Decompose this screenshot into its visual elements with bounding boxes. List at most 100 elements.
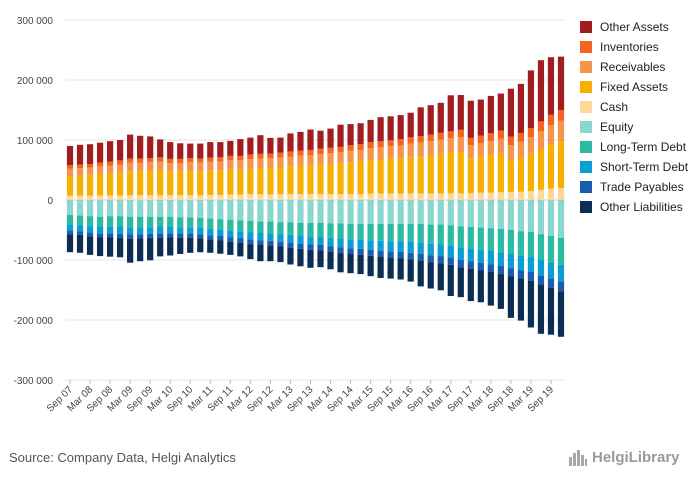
bar-segment bbox=[66, 165, 74, 169]
bar-segment bbox=[267, 240, 274, 246]
bar-segment bbox=[327, 237, 334, 247]
bar-segment bbox=[347, 239, 354, 249]
bar-segment bbox=[337, 253, 344, 273]
bar-segment bbox=[497, 130, 504, 139]
bar-segment bbox=[127, 158, 134, 163]
bar-segment bbox=[267, 245, 274, 262]
bar-segment bbox=[117, 195, 124, 200]
legend-swatch bbox=[580, 61, 592, 73]
bar-segment bbox=[76, 164, 84, 169]
bar-segment bbox=[487, 228, 494, 251]
bar-segment bbox=[106, 161, 114, 166]
bar-segment bbox=[197, 218, 204, 228]
bar-segment bbox=[497, 228, 504, 253]
bar-segment bbox=[187, 195, 194, 200]
bar-segment bbox=[117, 140, 124, 161]
bar-segment bbox=[427, 243, 434, 256]
bar-segment bbox=[417, 242, 424, 254]
bar-segment bbox=[387, 224, 394, 242]
bar-segment bbox=[477, 200, 484, 228]
bar-segment bbox=[397, 193, 404, 200]
bar-segment bbox=[96, 227, 104, 234]
bar-segment bbox=[117, 238, 124, 258]
bar-segment bbox=[207, 194, 214, 200]
bar-segment bbox=[347, 248, 354, 254]
bar-segment bbox=[106, 200, 114, 217]
y-tick-label: -300 000 bbox=[14, 376, 54, 387]
bar-segment bbox=[417, 253, 424, 261]
bar-segment bbox=[377, 224, 384, 241]
bar-segment bbox=[106, 141, 114, 162]
y-tick-label: -200 000 bbox=[14, 316, 54, 327]
bar-segment bbox=[106, 233, 114, 238]
bar-segment bbox=[147, 233, 154, 239]
bar-segment bbox=[357, 248, 364, 255]
bar-segment bbox=[417, 142, 424, 157]
bar-segment bbox=[287, 200, 294, 223]
y-tick-label: 300 000 bbox=[17, 16, 54, 27]
bar-segment bbox=[457, 226, 464, 248]
bar-segment bbox=[247, 221, 254, 233]
bar-segment bbox=[487, 155, 494, 193]
bar-segment bbox=[66, 146, 74, 166]
bar-segment bbox=[547, 125, 555, 145]
bar-segment bbox=[367, 160, 374, 194]
bar-segment bbox=[96, 195, 104, 200]
bar-segment bbox=[267, 137, 274, 154]
legend-label: Receivables bbox=[600, 60, 666, 74]
bar-segment bbox=[457, 267, 464, 298]
bar-segment bbox=[187, 227, 194, 234]
bar-segment bbox=[297, 236, 304, 244]
bar-segment bbox=[187, 217, 194, 228]
bar-segment bbox=[467, 268, 474, 302]
bar-segment bbox=[187, 233, 194, 238]
bar-segment bbox=[547, 200, 555, 236]
bar-segment bbox=[167, 237, 174, 256]
bar-segment bbox=[377, 250, 384, 257]
bar-segment bbox=[277, 152, 284, 158]
bar-segment bbox=[377, 159, 384, 194]
bar-segment bbox=[447, 95, 454, 132]
bar-segment bbox=[527, 70, 535, 128]
bar-segment bbox=[487, 140, 494, 156]
legend-label: Short-Term Debt bbox=[600, 160, 689, 174]
bar-segment bbox=[367, 142, 374, 149]
bar-segment bbox=[217, 236, 224, 241]
bar-segment bbox=[547, 57, 555, 115]
bar-segment bbox=[167, 216, 174, 227]
bar-segment bbox=[147, 195, 154, 200]
bar-segment bbox=[127, 200, 134, 217]
bar-segment bbox=[96, 162, 104, 167]
bar-segment bbox=[507, 268, 514, 277]
bar-segment bbox=[66, 195, 74, 200]
bar-segment bbox=[127, 195, 134, 200]
bar-segment bbox=[267, 153, 274, 159]
bar-segment bbox=[557, 141, 565, 188]
bar-segment bbox=[447, 152, 454, 194]
legend-item: Equity bbox=[580, 117, 688, 137]
bar-segment bbox=[267, 158, 274, 168]
bar-segment bbox=[517, 158, 525, 192]
bar-segment bbox=[347, 162, 354, 194]
bar-segment bbox=[257, 194, 264, 200]
bar-segment bbox=[247, 137, 254, 155]
bar-segment bbox=[447, 193, 454, 200]
bar-segment bbox=[167, 163, 174, 172]
bar-segment bbox=[247, 154, 254, 160]
bar-segment bbox=[477, 143, 484, 157]
bar-segment bbox=[397, 145, 404, 159]
bar-segment bbox=[427, 200, 434, 225]
brand-logo: HelgiLibrary bbox=[568, 449, 680, 466]
bar-segment bbox=[287, 166, 294, 194]
legend-item: Short-Term Debt bbox=[580, 157, 688, 177]
bar-segment bbox=[86, 195, 94, 200]
bar-segment bbox=[557, 56, 565, 110]
bar-segment bbox=[427, 262, 434, 289]
bar-segment bbox=[507, 230, 514, 254]
bar-segment bbox=[317, 130, 324, 149]
bar-segment bbox=[507, 254, 514, 269]
y-tick-label: 100 000 bbox=[17, 136, 54, 147]
bar-segment bbox=[117, 227, 124, 234]
bar-segment bbox=[127, 238, 134, 263]
bar-segment bbox=[327, 147, 334, 154]
